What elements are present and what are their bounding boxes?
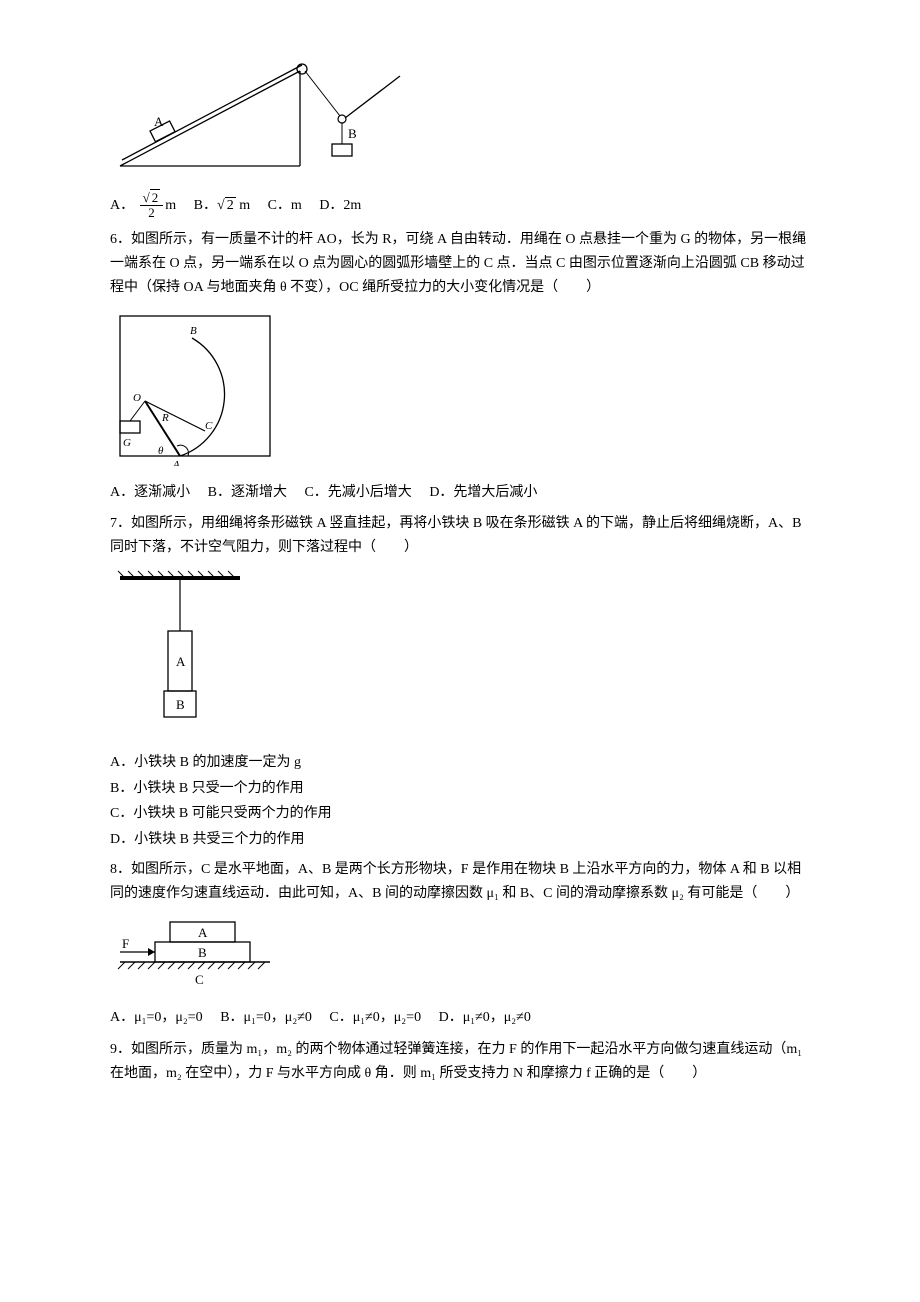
svg-text:A: A: [154, 114, 164, 129]
q8-choice-b: B．μ₁=0，μ₂≠0: [220, 1010, 312, 1025]
q6-num: 6．: [110, 232, 131, 247]
q5-choices: A． √2 2 m B．√2 m C．m D．2m: [110, 191, 810, 221]
q8-body: 如图所示，C 是水平地面，A、B 是两个长方形物块，F 是作用在物块 B 上沿水…: [110, 862, 801, 901]
svg-text:θ: θ: [158, 445, 164, 457]
q8-choice-d: D．μ₁≠0，μ₂≠0: [439, 1010, 531, 1025]
q5-choice-b: B．√2 m: [194, 198, 254, 213]
q9-body: 如图所示，质量为 m₁，m₂ 的两个物体通过轻弹簧连接，在力 F 的作用下一起沿…: [110, 1042, 802, 1081]
svg-text:B: B: [190, 325, 197, 337]
choice-label: B．: [194, 198, 217, 213]
q7-choice-d: D．小铁块 B 共受三个力的作用: [110, 828, 810, 852]
q7-choice-c: C．小铁块 B 可能只受两个力的作用: [110, 802, 810, 826]
q6-text: 6．如图所示，有一质量不计的杆 AO，长为 R，可绕 A 自由转动．用绳在 O …: [110, 228, 810, 299]
unit: m: [236, 198, 250, 213]
svg-text:F: F: [122, 936, 129, 951]
svg-text:G: G: [123, 437, 131, 449]
q8-num: 8．: [110, 862, 131, 877]
svg-text:R: R: [161, 412, 169, 424]
q8-choice-c: C．μ₁≠0，μ₂=0: [329, 1010, 421, 1025]
q8-choice-a: A．μ₁=0，μ₂=0: [110, 1010, 203, 1025]
svg-text:O: O: [133, 392, 141, 404]
q7-body: 如图所示，用细绳将条形磁铁 A 竖直挂起，再将小铁块 B 吸在条形磁铁 A 的下…: [110, 516, 801, 555]
q6-choice-d: D．先增大后减小: [429, 485, 537, 500]
svg-text:C: C: [195, 972, 204, 987]
q6-choice-b: B．逐渐增大: [208, 485, 287, 500]
q8-choices: A．μ₁=0，μ₂=0 B．μ₁=0，μ₂≠0 C．μ₁≠0，μ₂=0 D．μ₁…: [110, 1006, 810, 1030]
q6-choice-a: A．逐渐减小: [110, 485, 190, 500]
q5-figure: A B: [110, 56, 810, 185]
q7-choice-b: B．小铁块 B 只受一个力的作用: [110, 777, 810, 801]
q9-text: 9．如图所示，质量为 m₁，m₂ 的两个物体通过轻弹簧连接，在力 F 的作用下一…: [110, 1038, 810, 1086]
q5-choice-d: D．2m: [319, 198, 361, 213]
svg-text:C: C: [205, 420, 213, 432]
q6-choice-c: C．先减小后增大: [304, 485, 411, 500]
choice-label: A．: [110, 198, 134, 213]
q7-figure: A B: [110, 566, 810, 745]
q8-figure: A B F C: [110, 912, 810, 1001]
q6-body: 如图所示，有一质量不计的杆 AO，长为 R，可绕 A 自由转动．用绳在 O 点悬…: [110, 232, 806, 295]
unit: m: [165, 198, 176, 213]
q5-choice-c: C．m: [268, 198, 302, 213]
svg-text:B: B: [198, 945, 207, 960]
svg-text:B: B: [348, 126, 357, 141]
svg-text:A: A: [176, 654, 186, 669]
q5-choice-a: A． √2 2 m: [110, 198, 180, 213]
q9-num: 9．: [110, 1042, 131, 1057]
q7-text: 7．如图所示，用细绳将条形磁铁 A 竖直挂起，再将小铁块 B 吸在条形磁铁 A …: [110, 512, 810, 560]
q7-num: 7．: [110, 516, 131, 531]
svg-text:A: A: [198, 925, 208, 940]
q6-figure: A O R θ B C G: [110, 306, 810, 475]
fraction: √2 2: [140, 191, 164, 221]
svg-text:A: A: [172, 459, 180, 466]
q6-choices: A．逐渐减小 B．逐渐增大 C．先减小后增大 D．先增大后减小: [110, 481, 810, 505]
svg-text:B: B: [176, 697, 185, 712]
q7-choice-a: A．小铁块 B 的加速度一定为 g: [110, 751, 810, 775]
q8-text: 8．如图所示，C 是水平地面，A、B 是两个长方形物块，F 是作用在物块 B 上…: [110, 858, 810, 906]
